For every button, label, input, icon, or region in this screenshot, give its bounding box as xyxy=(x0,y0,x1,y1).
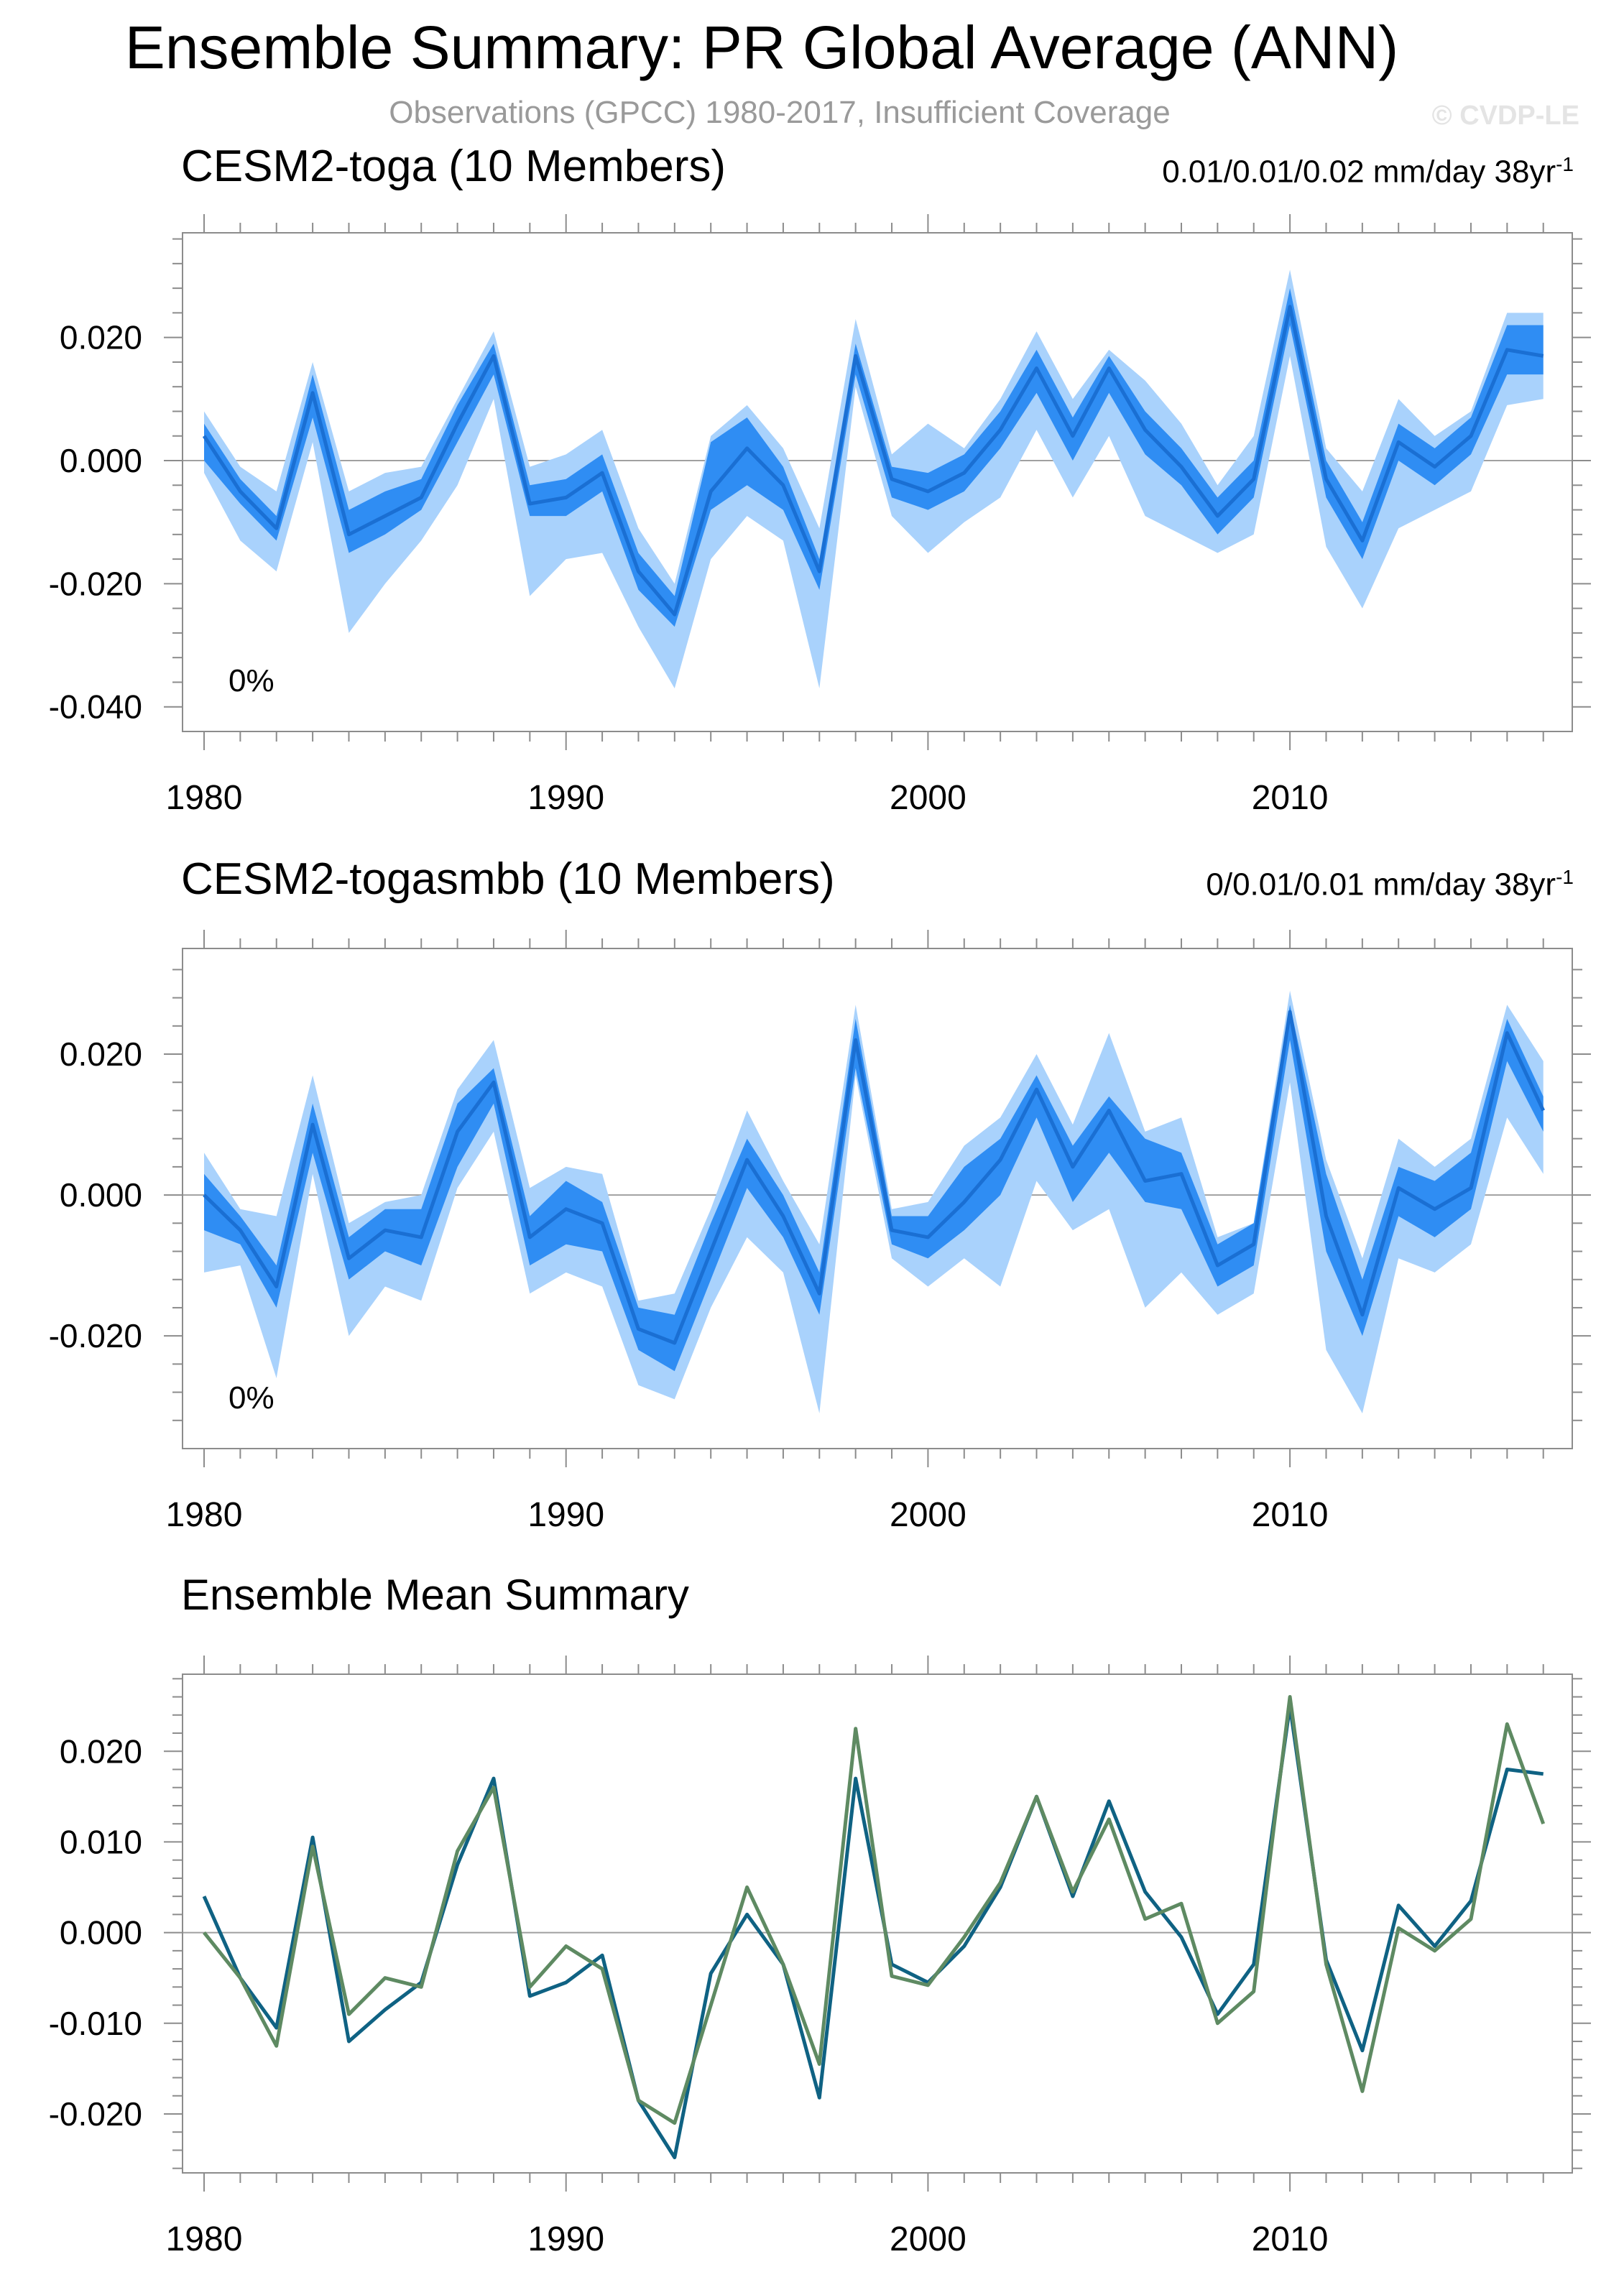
panel2-title: CESM2-togasmbb (10 Members) xyxy=(181,854,835,904)
x-tick-label: 1990 xyxy=(527,779,604,817)
x-tick-label: 1980 xyxy=(166,2220,243,2258)
y-tick-label: -0.020 xyxy=(49,2095,142,2133)
y-tick-label: 0.020 xyxy=(60,1732,142,1770)
x-tick-label: 2000 xyxy=(890,1496,966,1534)
x-tick-label: 1990 xyxy=(527,2220,604,2258)
x-tick-label: 1990 xyxy=(527,1496,604,1534)
min-max-range-band xyxy=(204,269,1544,688)
min-max-range-band xyxy=(204,990,1544,1413)
y-tick-label: -0.010 xyxy=(49,2005,142,2042)
coverage-percent-label: 0% xyxy=(229,1380,274,1416)
watermark: © CVDP-LE xyxy=(1431,101,1579,131)
y-tick-label: 0.010 xyxy=(60,1823,142,1860)
chart-3: 1980 1990 2000 2010 0.020 0.010 0.000 -0.010 -0.… xyxy=(49,1656,1591,2258)
ensemble-mean-line xyxy=(203,1010,1545,1345)
x-tick-label: 2000 xyxy=(890,2220,966,2258)
y-tick-label: 0.020 xyxy=(60,319,142,356)
panel3-title: Ensemble Mean Summary xyxy=(181,1571,689,1619)
plot-frame xyxy=(182,948,1573,1449)
x-tick-label: 2010 xyxy=(1252,2220,1329,2258)
panel1-title: CESM2-toga (10 Members) xyxy=(181,142,726,191)
plot-frame xyxy=(182,1673,1573,2174)
panel2-trend: 0/0.01/0.01 mm/day 38yr-1 xyxy=(1206,866,1574,902)
series-line-cesm2-toga xyxy=(202,1704,1544,2159)
y-tick-label: 0.000 xyxy=(60,1914,142,1952)
y-tick-label: -0.020 xyxy=(49,565,142,602)
chart-1: 0% 1980 1990 2000 2010 0.020 0.000 -0.020 -0.040 xyxy=(49,214,1591,817)
chart-2: 0% 1980 1990 2000 2010 0.020 0.000 -0.020 xyxy=(49,930,1591,1534)
x-tick-label: 1980 xyxy=(166,779,243,817)
x-tick-label: 2010 xyxy=(1252,1496,1329,1534)
x-tick-label: 2010 xyxy=(1252,779,1329,817)
ensemble-mean-line xyxy=(202,305,1544,617)
series-line-cesm2-togasmbb xyxy=(203,1695,1546,2125)
panel1-trend: 0.01/0.01/0.02 mm/day 38yr-1 xyxy=(1162,153,1574,190)
y-tick-label: 0.000 xyxy=(60,1176,142,1214)
x-tick-label: 2000 xyxy=(890,779,966,817)
x-tick-label: 1980 xyxy=(166,1496,243,1534)
y-tick-label: 0.020 xyxy=(60,1035,142,1073)
figure-title: Ensemble Summary: PR Global Average (ANN… xyxy=(124,14,1399,81)
plot-frame xyxy=(182,232,1573,732)
coverage-percent-label: 0% xyxy=(229,663,274,698)
y-tick-label: -0.040 xyxy=(49,688,142,726)
interquartile-range-band xyxy=(204,288,1544,627)
y-tick-label: 0.000 xyxy=(60,442,142,479)
observations-subtitle: Observations (GPCC) 1980-2017, Insuffici… xyxy=(389,95,1171,130)
y-tick-label: -0.020 xyxy=(49,1317,142,1354)
